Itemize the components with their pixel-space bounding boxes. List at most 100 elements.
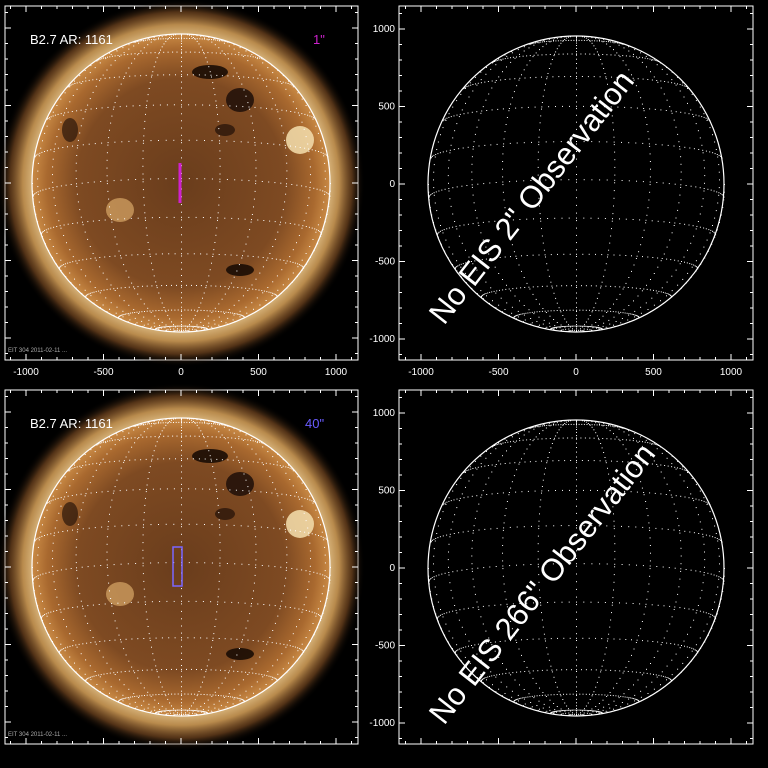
grid-dot — [490, 528, 492, 530]
grid-dot — [576, 143, 577, 145]
grid-dot — [261, 462, 263, 464]
grid-dot — [535, 460, 537, 462]
grid-dot — [506, 55, 508, 57]
grid-dot — [668, 183, 670, 185]
grid-dot — [656, 60, 658, 62]
grid-dot — [102, 656, 104, 658]
grid-dot — [181, 420, 182, 422]
grid-dot — [276, 464, 278, 466]
grid-dot — [181, 46, 182, 47]
grid-dot — [217, 219, 218, 221]
grid-dot — [207, 39, 209, 41]
grid-dot — [567, 53, 569, 55]
grid-dot — [509, 78, 511, 80]
grid-dot — [658, 61, 659, 62]
grid-dot — [560, 714, 562, 716]
grid-dot — [222, 40, 224, 42]
grid-dot — [189, 51, 191, 53]
grid-dot — [598, 711, 600, 713]
grid-dot — [580, 325, 581, 327]
grid-dot — [471, 563, 473, 565]
grid-dot — [491, 493, 493, 495]
grid-dot — [87, 677, 89, 679]
grid-dot — [181, 106, 182, 108]
grid-dot — [177, 713, 179, 715]
grid-dot — [545, 438, 547, 440]
grid-dot — [643, 288, 645, 290]
grid-dot — [719, 222, 720, 223]
grid-dot — [226, 524, 228, 526]
grid-dot — [214, 421, 216, 423]
grid-dot — [674, 222, 676, 224]
grid-dot — [480, 674, 482, 676]
grid-dot — [465, 470, 467, 472]
grid-dot — [454, 267, 456, 269]
grid-dot — [282, 284, 284, 286]
grid-dot — [595, 694, 597, 695]
grid-dot — [297, 112, 299, 114]
grid-dot — [638, 251, 640, 253]
grid-dot — [572, 325, 573, 327]
grid-dot — [265, 78, 267, 80]
grid-dot — [137, 601, 139, 603]
grid-dot — [480, 463, 482, 465]
grid-dot — [181, 149, 182, 151]
grid-dot — [251, 506, 253, 508]
grid-dot — [181, 702, 182, 704]
grid-dot — [474, 644, 476, 646]
grid-dot — [464, 88, 466, 89]
grid-dot — [570, 709, 572, 711]
grid-dot — [596, 326, 597, 328]
grid-dot — [461, 242, 463, 244]
grid-dot — [656, 80, 658, 81]
grid-dot — [99, 641, 101, 642]
grid-dot — [157, 329, 159, 331]
grid-dot — [60, 505, 62, 507]
grid-dot — [285, 531, 287, 533]
grid-dot — [148, 319, 150, 321]
grid-dot — [109, 288, 111, 290]
grid-dot — [150, 41, 152, 43]
grid-dot — [165, 695, 167, 697]
grid-dot — [683, 96, 685, 98]
grid-dot — [110, 122, 112, 124]
grid-dot — [266, 259, 268, 261]
grid-dot — [448, 116, 450, 118]
grid-dot — [547, 73, 549, 74]
grid-dot — [614, 151, 616, 153]
grid-dot — [536, 41, 538, 43]
grid-dot — [615, 41, 617, 43]
grid-dot — [113, 76, 115, 78]
grid-dot — [441, 229, 443, 231]
grid-dot — [713, 574, 715, 576]
grid-dot — [497, 108, 499, 110]
grid-dot — [247, 141, 249, 143]
grid-dot — [188, 330, 190, 332]
grid-dot — [173, 178, 175, 180]
grid-dot — [246, 49, 248, 51]
grid-dot — [37, 193, 39, 195]
grid-dot — [114, 674, 116, 675]
grid-dot — [680, 156, 682, 158]
grid-dot — [566, 669, 568, 671]
grid-dot — [450, 116, 452, 118]
grid-dot — [667, 528, 669, 530]
grid-dot — [56, 263, 57, 265]
grid-dot — [583, 563, 585, 565]
grid-dot — [187, 330, 189, 332]
grid-dot — [285, 577, 287, 579]
grid-dot — [192, 37, 194, 38]
grid-dot — [181, 310, 182, 312]
grid-dot — [555, 490, 556, 491]
grid-dot — [285, 82, 287, 84]
grid-dot — [649, 565, 651, 567]
grid-dot — [595, 285, 597, 287]
grid-dot — [576, 220, 577, 222]
grid-dot — [675, 495, 677, 497]
grid-dot — [682, 82, 684, 84]
grid-dot — [218, 687, 220, 689]
grid-dot — [191, 35, 192, 37]
grid-dot — [502, 311, 503, 313]
grid-dot — [158, 702, 159, 704]
grid-dot — [324, 575, 326, 577]
